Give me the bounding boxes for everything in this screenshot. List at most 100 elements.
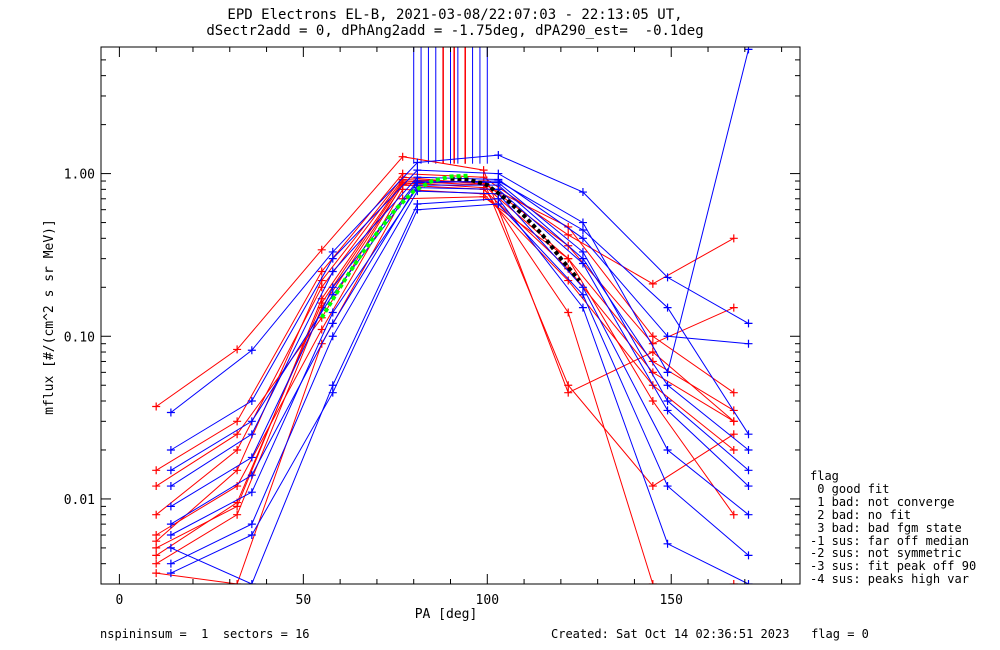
series-line xyxy=(170,198,749,584)
data-point-marker xyxy=(578,303,587,312)
data-point-marker xyxy=(247,488,256,497)
data-point-marker xyxy=(317,325,326,334)
data-point-marker xyxy=(247,396,256,405)
series-line xyxy=(155,178,735,516)
data-point-marker xyxy=(564,381,573,390)
data-point-marker xyxy=(413,158,422,167)
data-point-marker xyxy=(413,205,422,214)
data-point-marker xyxy=(729,580,738,584)
legend-item: 0 good fit xyxy=(810,481,890,496)
data-point-marker xyxy=(648,332,657,341)
data-point-marker xyxy=(317,267,326,276)
fit-curve-black xyxy=(450,176,581,282)
data-point-marker xyxy=(663,273,672,282)
data-point-marker xyxy=(398,152,407,161)
series-line xyxy=(155,176,735,542)
series-line xyxy=(170,154,749,413)
legend-item: 2 bad: no fit xyxy=(810,507,912,522)
data-point-marker xyxy=(233,417,242,426)
data-point-marker xyxy=(744,580,753,584)
legend-item: 3 bad: bad fgm state xyxy=(810,520,962,535)
data-point-marker xyxy=(564,254,573,263)
data-point-marker xyxy=(663,396,672,405)
data-point-marker xyxy=(166,559,175,568)
chart-title-line-2: dSectr2add = 0, dPhAng2add = -1.75deg, d… xyxy=(206,23,704,39)
data-point-marker xyxy=(233,430,242,439)
data-point-marker xyxy=(166,445,175,454)
chart-title-line-1: EPD Electrons EL-B, 2021-03-08/22:07:03 … xyxy=(227,7,683,23)
data-point-marker xyxy=(564,308,573,317)
data-point-marker xyxy=(233,445,242,454)
data-point-marker xyxy=(564,276,573,285)
data-point-marker xyxy=(744,510,753,519)
data-point-marker xyxy=(247,346,256,355)
y-axis-label: mflux [#/(cm^2 s sr MeV)] xyxy=(42,219,57,415)
data-point-marker xyxy=(663,445,672,454)
data-point-marker xyxy=(233,580,242,584)
data-point-marker xyxy=(328,308,337,317)
legend-item: -1 sus: far off median xyxy=(810,533,969,548)
data-point-marker xyxy=(317,245,326,254)
series-line xyxy=(170,184,749,525)
series-line xyxy=(155,156,735,422)
series-line xyxy=(170,187,749,536)
data-point-marker xyxy=(152,551,161,560)
legend-item: -2 sus: not symmetric xyxy=(810,546,962,561)
data-point-marker xyxy=(729,303,738,312)
data-point-marker xyxy=(166,466,175,475)
data-point-marker xyxy=(494,200,503,209)
data-point-marker xyxy=(328,332,337,341)
footer-right: Created: Sat Oct 14 02:36:51 2023 flag =… xyxy=(551,627,869,641)
data-point-marker xyxy=(247,471,256,480)
data-point-marker xyxy=(166,520,175,529)
data-point-marker xyxy=(247,520,256,529)
data-point-marker xyxy=(166,482,175,491)
x-tick-label: 50 xyxy=(296,593,312,608)
data-point-marker xyxy=(564,222,573,231)
data-point-marker xyxy=(578,247,587,256)
data-point-marker xyxy=(233,510,242,519)
data-point-marker xyxy=(578,188,587,197)
data-point-marker xyxy=(648,279,657,288)
series-line xyxy=(170,203,749,574)
data-point-marker xyxy=(247,580,256,584)
data-point-marker xyxy=(729,430,738,439)
data-point-marker xyxy=(578,254,587,263)
data-point-marker xyxy=(578,226,587,235)
series-line xyxy=(155,180,735,487)
data-point-marker xyxy=(328,247,337,256)
data-point-marker xyxy=(152,510,161,519)
data-point-marker xyxy=(578,290,587,299)
data-point-marker xyxy=(663,381,672,390)
data-point-marker xyxy=(744,339,753,348)
data-point-marker xyxy=(328,283,337,292)
data-point-marker xyxy=(247,531,256,540)
data-point-marker xyxy=(328,381,337,390)
data-point-marker xyxy=(152,466,161,475)
data-point-marker xyxy=(663,539,672,548)
data-point-marker xyxy=(648,482,657,491)
data-point-marker xyxy=(247,453,256,462)
data-point-marker xyxy=(152,569,161,578)
legend-title: flag xyxy=(810,469,839,483)
data-point-marker xyxy=(729,445,738,454)
data-point-marker xyxy=(317,299,326,308)
data-point-marker xyxy=(398,180,407,189)
data-point-marker xyxy=(166,569,175,578)
data-point-marker xyxy=(233,345,242,354)
data-point-marker xyxy=(578,283,587,292)
series-line xyxy=(155,182,734,584)
data-point-marker xyxy=(152,537,161,546)
legend-item: -3 sus: fit peak off 90 xyxy=(810,559,977,574)
data-point-marker xyxy=(328,319,337,328)
data-point-marker xyxy=(564,388,573,397)
data-point-marker xyxy=(663,406,672,415)
series-line xyxy=(155,173,735,471)
data-point-marker xyxy=(152,402,161,411)
flag-legend: flag 0 good fit 1 bad: not converge 2 ba… xyxy=(810,470,976,586)
data-point-marker xyxy=(152,559,161,568)
fit-curve-green xyxy=(319,173,469,319)
data-point-marker xyxy=(744,466,753,475)
data-point-marker xyxy=(744,445,753,454)
data-point-marker xyxy=(328,267,337,276)
